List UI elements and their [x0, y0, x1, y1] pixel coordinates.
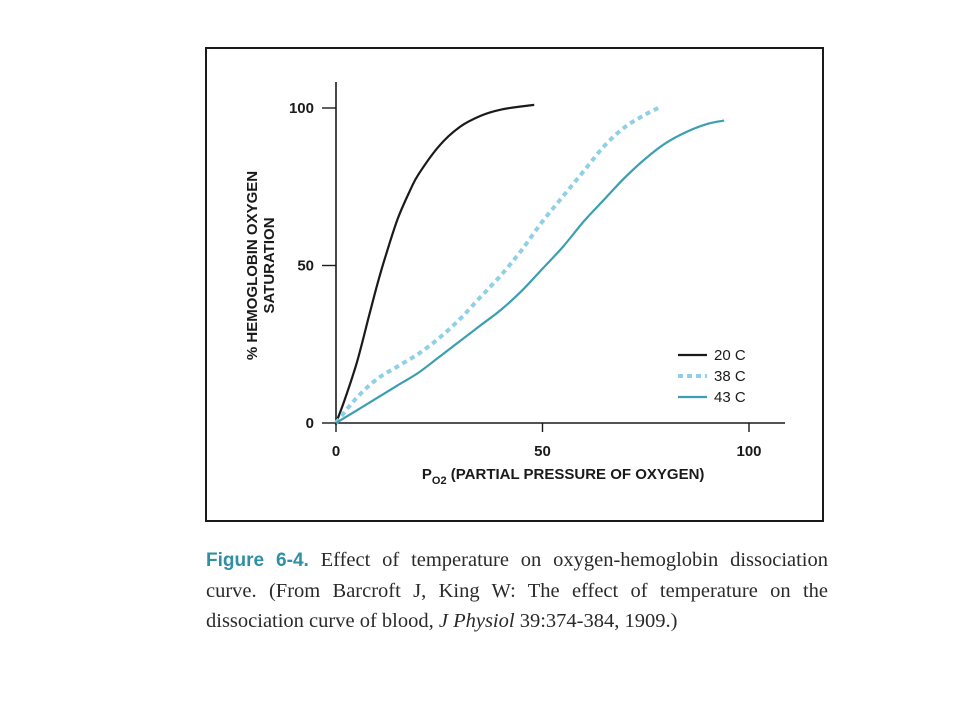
x-tick-label: 0 — [332, 443, 340, 460]
x-tick-label: 50 — [534, 443, 551, 460]
legend-label-1: 20 C — [714, 347, 746, 364]
figure-label: Figure 6-4. — [206, 550, 309, 571]
x-axis-label-subscript: O2 — [432, 475, 447, 487]
series-line-1 — [334, 103, 535, 424]
x-axis-label-text: (PARTIAL PRESSURE OF OXYGEN) — [447, 466, 705, 483]
legend-label-2: 38 C — [714, 368, 746, 385]
legend-label-3: 43 C — [714, 389, 746, 406]
figure-frame: 0 50 100 0 50 100 PO2 (PARTIAL PRESSURE OF OXY… — [205, 47, 824, 522]
x-axis-label: PO2 (PARTIAL PRESSURE OF OXYGEN) — [422, 466, 705, 487]
y-axis-label-line2: SATURATION — [261, 217, 278, 313]
figure-caption: Figure 6-4. Effect of temperature on oxy… — [206, 545, 828, 636]
caption-text: Effect of temperature on oxygen-hemoglob… — [206, 549, 828, 632]
y-tick-label: 50 — [297, 258, 314, 275]
series-line-2 — [334, 106, 660, 425]
x-tick-label: 100 — [736, 443, 761, 460]
series-line-3 — [335, 119, 725, 424]
caption-citation: 39:374-384, 1909.) — [514, 610, 678, 632]
legend: 20 C 38 C 43 C — [678, 347, 746, 406]
caption-journal: J Physiol — [438, 610, 515, 632]
x-axis-label-prefix: P — [422, 466, 432, 483]
dissociation-chart: 0 50 100 0 50 100 PO2 (PARTIAL PRESSURE OF OXY… — [244, 82, 785, 487]
y-tick-label: 0 — [306, 415, 314, 432]
series-lines — [334, 103, 725, 425]
y-axis-label-line1: % HEMOGLOBIN OXYGEN — [244, 171, 261, 360]
axes: 0 50 100 0 50 100 PO2 (PARTIAL PRESSURE OF OXY… — [244, 82, 785, 487]
y-tick-label: 100 — [289, 100, 314, 117]
